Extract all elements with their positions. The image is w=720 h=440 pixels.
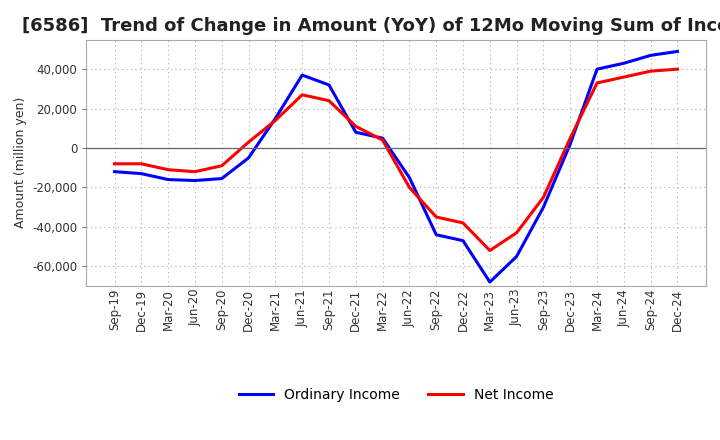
Net Income — [110, 161, 119, 166]
Ordinary Income — [513, 254, 521, 259]
Net Income — [647, 69, 655, 74]
Net Income — [298, 92, 307, 97]
Ordinary Income — [217, 176, 226, 181]
Title: [6586]  Trend of Change in Amount (YoY) of 12Mo Moving Sum of Incomes: [6586] Trend of Change in Amount (YoY) o… — [22, 17, 720, 35]
Net Income — [378, 137, 387, 143]
Ordinary Income — [298, 73, 307, 78]
Ordinary Income — [539, 205, 548, 210]
Net Income — [566, 136, 575, 141]
Ordinary Income — [405, 175, 414, 180]
Net Income — [673, 66, 682, 72]
Net Income — [459, 220, 467, 226]
Ordinary Income — [244, 155, 253, 161]
Ordinary Income — [459, 238, 467, 243]
Ordinary Income — [191, 178, 199, 183]
Net Income — [432, 214, 441, 220]
Legend: Ordinary Income, Net Income: Ordinary Income, Net Income — [233, 382, 559, 407]
Net Income — [217, 163, 226, 169]
Net Income — [405, 185, 414, 190]
Net Income — [539, 194, 548, 200]
Ordinary Income — [110, 169, 119, 174]
Net Income — [619, 74, 628, 80]
Ordinary Income — [164, 177, 173, 182]
Ordinary Income — [647, 53, 655, 58]
Ordinary Income — [325, 82, 333, 88]
Line: Ordinary Income: Ordinary Income — [114, 51, 678, 282]
Ordinary Income — [351, 130, 360, 135]
Ordinary Income — [485, 279, 494, 285]
Ordinary Income — [566, 141, 575, 147]
Net Income — [593, 81, 601, 86]
Ordinary Income — [271, 116, 279, 121]
Y-axis label: Amount (million yen): Amount (million yen) — [14, 97, 27, 228]
Ordinary Income — [137, 171, 145, 176]
Net Income — [485, 248, 494, 253]
Net Income — [164, 167, 173, 172]
Ordinary Income — [673, 49, 682, 54]
Net Income — [325, 98, 333, 103]
Net Income — [513, 230, 521, 235]
Net Income — [271, 118, 279, 123]
Ordinary Income — [619, 61, 628, 66]
Line: Net Income: Net Income — [114, 69, 678, 250]
Net Income — [191, 169, 199, 174]
Ordinary Income — [593, 66, 601, 72]
Net Income — [351, 124, 360, 129]
Ordinary Income — [432, 232, 441, 238]
Net Income — [137, 161, 145, 166]
Ordinary Income — [378, 136, 387, 141]
Net Income — [244, 139, 253, 145]
